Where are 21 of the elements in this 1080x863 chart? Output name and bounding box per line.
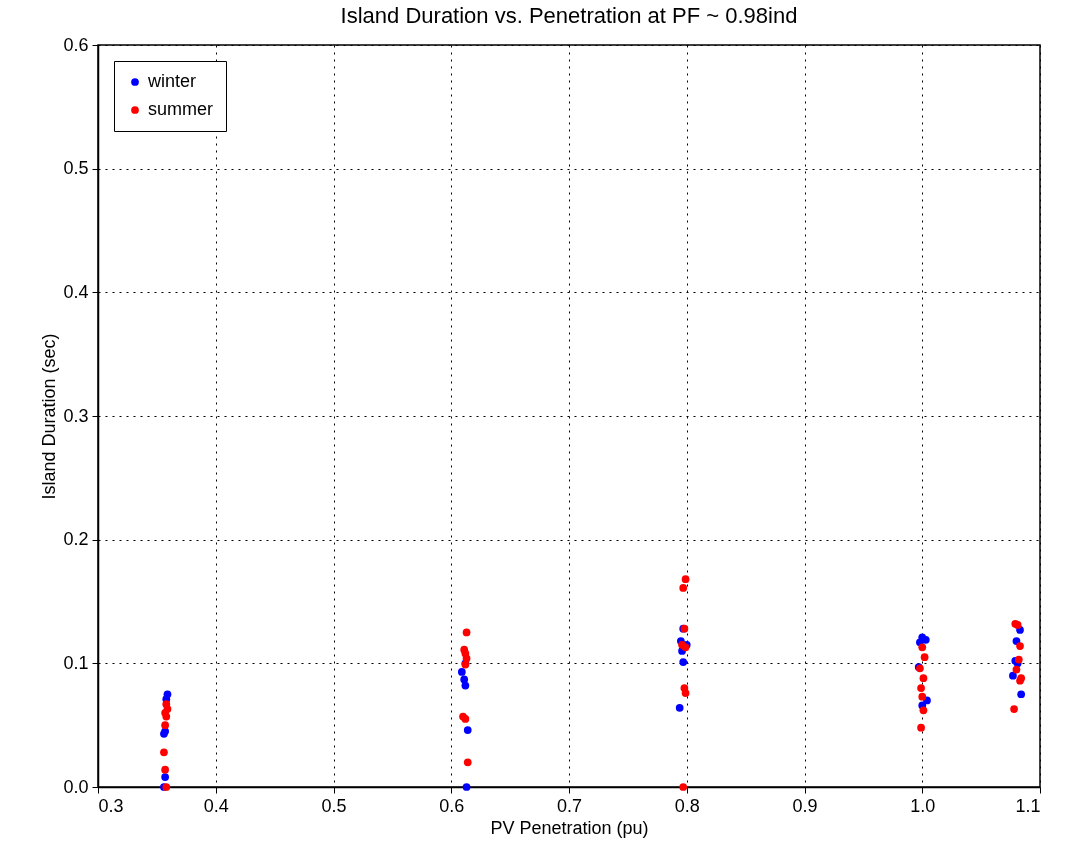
x-tick-label: 0.9	[792, 795, 818, 816]
y-axis-title: Island Duration (sec)	[39, 333, 60, 500]
x-tick-label: 0.7	[556, 795, 583, 816]
x-tick-label: 0.6	[439, 795, 465, 816]
x-tick-label: 0.8	[674, 795, 700, 816]
y-tick-label: 0.3	[63, 405, 89, 426]
x-tick-label: 0.3	[98, 795, 124, 816]
x-tick-label: 1.0	[910, 795, 936, 816]
y-tick-label: 0.5	[63, 158, 89, 179]
chart-title: Island Duration vs. Penetration at PF ~ 0.98ind	[340, 3, 798, 28]
y-tick-label: 0.2	[63, 529, 89, 550]
legend-label: winter	[147, 71, 197, 91]
y-tick-label: 0.6	[63, 34, 89, 55]
x-axis-title: PV Penetration (pu)	[490, 817, 649, 838]
legend-label: summer	[148, 99, 214, 119]
x-tick-label: 1.1	[1015, 795, 1041, 816]
x-tick-label: 0.5	[321, 795, 347, 816]
y-tick-label: 0.0	[63, 776, 89, 797]
y-tick-label: 0.4	[63, 281, 89, 302]
y-tick-label: 0.1	[63, 652, 89, 673]
x-tick-label: 0.4	[203, 795, 229, 816]
